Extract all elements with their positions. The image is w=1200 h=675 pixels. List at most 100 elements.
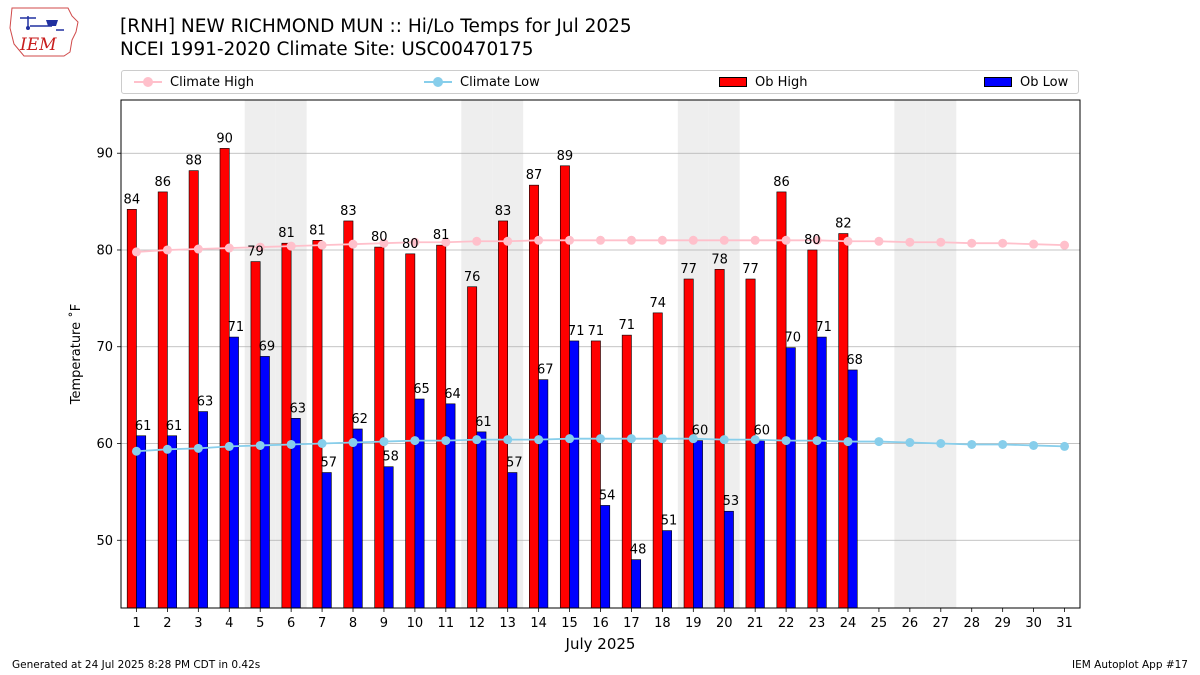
ob-high-value-label: 81 xyxy=(278,226,295,241)
ob-high-value-label: 77 xyxy=(680,262,697,277)
x-tick-label: 5 xyxy=(256,616,264,631)
x-tick-label: 19 xyxy=(685,616,702,631)
plot-frame xyxy=(120,99,1081,609)
ob-low-bar xyxy=(723,510,734,609)
ob-high-bar xyxy=(188,170,199,609)
x-tick-label: 30 xyxy=(1025,616,1042,631)
ob-high-value-label: 80 xyxy=(371,230,388,245)
x-tick-label: 11 xyxy=(438,616,455,631)
ob-high-bar xyxy=(683,278,694,609)
climate-low-point xyxy=(317,439,327,449)
climate-low-point xyxy=(255,440,265,450)
climate-high-point xyxy=(843,236,853,246)
ob-low-bar xyxy=(352,428,363,609)
x-tick-label: 27 xyxy=(933,616,950,631)
ob-low-value-label: 60 xyxy=(692,424,709,439)
ob-high-value-label: 80 xyxy=(402,237,419,252)
ob-low-value-label: 61 xyxy=(166,419,183,434)
climate-high-point xyxy=(719,235,729,245)
ob-high-bar xyxy=(250,261,261,609)
climate-low-point xyxy=(719,435,729,445)
iem-logo: IEM xyxy=(9,7,79,57)
ob-high-bar xyxy=(776,191,787,609)
climate-high-point xyxy=(781,235,791,245)
x-tick-label: 12 xyxy=(468,616,485,631)
ob-high-bar xyxy=(126,209,137,609)
legend-bar-swatch-icon xyxy=(719,77,747,87)
ob-high-bar xyxy=(838,233,849,609)
climate-high-point xyxy=(379,238,389,248)
x-tick-label: 23 xyxy=(809,616,826,631)
ob-low-bar xyxy=(631,559,642,609)
ob-high-bar xyxy=(652,312,663,609)
ob-low-value-label: 63 xyxy=(290,401,307,416)
climate-high-point xyxy=(998,238,1008,248)
x-tick-label: 31 xyxy=(1056,616,1073,631)
climate-high-point xyxy=(131,247,141,257)
x-tick-label: 2 xyxy=(163,616,171,631)
climate-low-point xyxy=(843,437,853,447)
ob-low-bar xyxy=(228,336,239,609)
ob-low-bar xyxy=(754,440,765,609)
ob-low-value-label: 61 xyxy=(135,419,152,434)
climate-low-point xyxy=(750,435,760,445)
climate-high-point xyxy=(812,235,822,245)
legend-label: Climate Low xyxy=(460,74,540,90)
climate-high-point xyxy=(626,235,636,245)
ob-low-value-label: 64 xyxy=(444,387,461,402)
ob-high-value-label: 71 xyxy=(588,324,605,339)
legend-line-marker-icon xyxy=(424,77,452,87)
x-tick-label: 4 xyxy=(225,616,233,631)
ob-high-bar xyxy=(498,220,508,609)
ob-low-value-label: 62 xyxy=(351,412,368,427)
legend-item-climate-high: Climate High xyxy=(134,71,254,93)
climate-high-point xyxy=(967,238,977,248)
ob-high-value-label: 86 xyxy=(154,175,171,190)
climate-low-point xyxy=(657,434,667,444)
ob-low-value-label: 53 xyxy=(723,494,740,509)
climate-high-point xyxy=(162,245,172,255)
ob-low-value-label: 54 xyxy=(599,488,616,503)
climate-high-point xyxy=(905,237,915,247)
legend-item-climate-low: Climate Low xyxy=(424,71,540,93)
chart-legend: Climate High Climate Low Ob High Ob Low xyxy=(121,70,1079,94)
ob-high-value-label: 82 xyxy=(835,217,852,232)
climate-high-point xyxy=(750,235,760,245)
ob-low-bar xyxy=(414,398,425,609)
y-tick-label: 60 xyxy=(96,437,113,452)
chart-subtitle: NCEI 1991-2020 Climate Site: USC00470175 xyxy=(120,39,534,60)
ob-high-value-label: 78 xyxy=(711,252,728,267)
ob-low-value-label: 57 xyxy=(506,456,523,471)
climate-low-point xyxy=(1029,440,1039,450)
chart-title: [RNH] NEW RICHMOND MUN :: Hi/Lo Temps fo… xyxy=(120,16,632,37)
legend-label: Climate High xyxy=(170,74,255,90)
y-tick-label: 50 xyxy=(96,534,113,549)
climate-low-point xyxy=(812,436,822,446)
ob-low-bar xyxy=(167,435,177,609)
x-tick-label: 29 xyxy=(994,616,1011,631)
x-tick-label: 7 xyxy=(318,616,326,631)
ob-low-value-label: 51 xyxy=(661,514,678,529)
x-tick-label: 10 xyxy=(407,616,424,631)
ob-high-value-label: 74 xyxy=(649,296,666,311)
ob-low-value-label: 71 xyxy=(228,320,245,335)
climate-high-point xyxy=(503,236,513,246)
ob-high-value-label: 87 xyxy=(526,168,543,183)
ob-high-value-label: 83 xyxy=(340,204,357,219)
logo-text: IEM xyxy=(19,35,57,55)
ob-low-bar xyxy=(198,411,208,609)
climate-high-point xyxy=(688,235,698,245)
ob-low-value-label: 63 xyxy=(197,395,214,410)
x-tick-label: 8 xyxy=(349,616,357,631)
ob-low-bar xyxy=(507,472,518,609)
ob-low-bar xyxy=(785,347,796,609)
ob-high-bar xyxy=(281,242,292,609)
x-tick-label: 18 xyxy=(654,616,671,631)
legend-item-ob-high: Ob High xyxy=(719,71,808,93)
climate-low-point xyxy=(905,438,915,448)
ob-low-value-label: 69 xyxy=(259,339,276,354)
climate-high-point xyxy=(596,235,605,245)
climate-low-point xyxy=(348,438,358,448)
ob-low-bar xyxy=(600,505,611,609)
